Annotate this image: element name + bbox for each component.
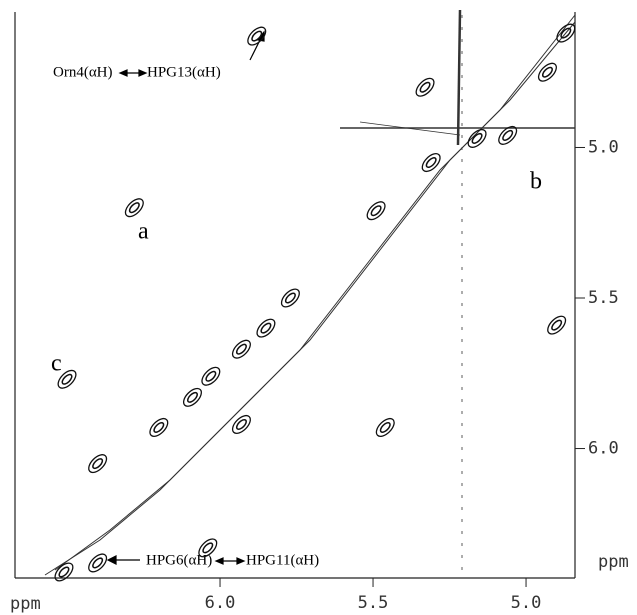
x-tick-label: 5.0	[511, 593, 542, 613]
peak	[467, 128, 487, 148]
peak	[231, 414, 251, 434]
peak-inner-contour	[251, 30, 263, 42]
diagonal-ridge	[44, 9, 576, 578]
peak	[537, 62, 557, 82]
peak-inner-contour	[370, 205, 382, 217]
x-tick-label: 5.5	[358, 593, 389, 613]
peak-inner-contour	[541, 66, 553, 78]
annotation-arrows	[106, 30, 265, 565]
annotation: HPG11(αH)	[246, 552, 319, 568]
peak-inner-contour	[471, 132, 483, 144]
annotation: Orn4(αH)	[53, 64, 113, 80]
peak	[498, 125, 518, 145]
peak	[124, 198, 144, 218]
peak-inner-contour	[58, 566, 70, 578]
peak	[149, 417, 169, 437]
peak	[54, 562, 74, 582]
annotation: HPG13(αH)	[147, 64, 221, 80]
peak-inner-contour	[128, 202, 140, 214]
peak-inner-contour	[502, 129, 514, 141]
peak-label: a	[138, 219, 149, 245]
peak-inner-contour	[92, 557, 104, 569]
peak	[256, 318, 276, 338]
peak-inner-contour	[425, 157, 437, 169]
peak-label: c	[51, 351, 62, 377]
peak	[547, 315, 567, 335]
y-tick-label: 5.0	[588, 137, 619, 157]
peak	[421, 153, 441, 173]
peak-inner-contour	[284, 292, 296, 304]
peak-inner-contour	[235, 418, 247, 430]
peak	[366, 201, 386, 221]
peak-inner-contour	[551, 319, 563, 331]
frame	[14, 12, 576, 579]
y-tick-label: 5.5	[588, 288, 619, 308]
peak-label: b	[530, 169, 542, 195]
peak-inner-contour	[379, 421, 391, 433]
peak-inner-contour	[61, 373, 73, 385]
x-axis-label: ppm	[10, 594, 41, 614]
peak	[247, 26, 267, 46]
peak	[198, 538, 218, 558]
y-axis-label: ppm	[598, 552, 629, 572]
peak	[57, 369, 77, 389]
peak	[556, 23, 576, 43]
peak-inner-contour	[202, 542, 214, 554]
peak	[88, 553, 108, 573]
peak-inner-contour	[205, 370, 217, 382]
peak-inner-contour	[260, 322, 272, 334]
peak	[280, 288, 300, 308]
peak-inner-contour	[560, 27, 572, 39]
peak-inner-contour	[235, 343, 247, 355]
peak-inner-contour	[419, 81, 431, 93]
y-tick-label: 6.0	[588, 439, 619, 459]
peak	[415, 77, 435, 97]
peak	[231, 339, 251, 359]
peak	[201, 366, 221, 386]
peak	[375, 417, 395, 437]
peak-inner-contour	[92, 458, 104, 470]
x-tick-label: 6.0	[205, 593, 236, 613]
peak	[182, 387, 202, 407]
peak	[88, 454, 108, 474]
peak-inner-contour	[153, 421, 165, 433]
peak-inner-contour	[186, 391, 198, 403]
annotation: HPG6(αH)	[146, 552, 212, 568]
